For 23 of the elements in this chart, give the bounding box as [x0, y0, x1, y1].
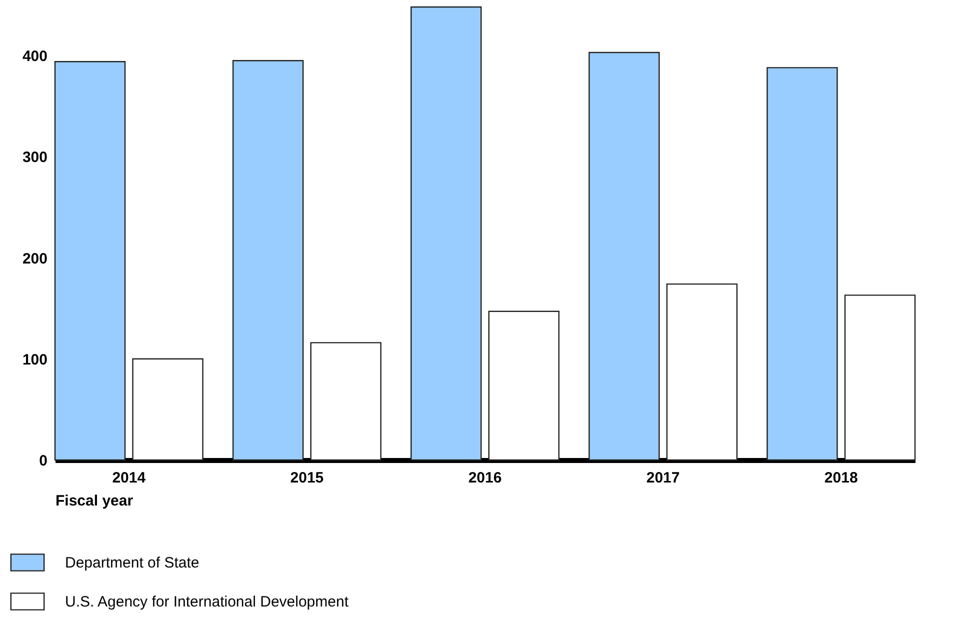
bar	[410, 6, 482, 461]
bar	[132, 358, 204, 461]
bar	[844, 294, 916, 461]
y-tick-label: 400	[22, 48, 48, 66]
bar	[588, 52, 660, 461]
y-tick-label: 300	[22, 149, 48, 166]
legend-label: U.S. Agency for International Development	[65, 594, 350, 610]
bar	[488, 310, 560, 461]
x-tick-label: 2018	[824, 470, 858, 486]
x-axis-title: Fiscal year	[56, 492, 134, 510]
y-tick-label: 0	[39, 452, 48, 470]
x-tick-label: 2016	[468, 470, 502, 486]
y-tick-label: 100	[22, 351, 48, 368]
legend-label: Department of State	[65, 554, 200, 572]
bar	[54, 61, 126, 461]
bar	[766, 67, 838, 461]
bar	[232, 60, 304, 461]
x-tick-label: 2014	[112, 470, 146, 486]
x-tick-label: 2017	[646, 470, 680, 486]
x-tick-label: 2015	[290, 470, 324, 486]
bar	[666, 283, 738, 461]
y-tick-label: 200	[22, 250, 48, 268]
bar	[310, 342, 382, 461]
